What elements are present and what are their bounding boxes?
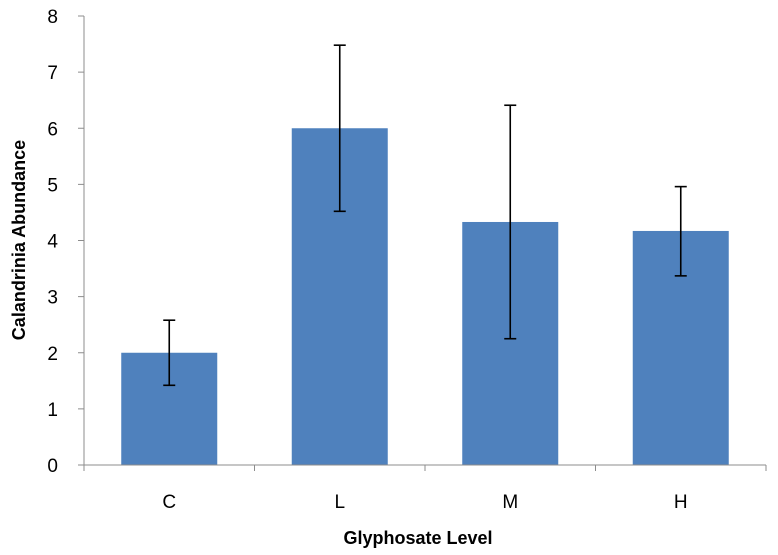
error-bar-M <box>504 104 517 340</box>
y-tick-label-3: 3 <box>47 288 58 309</box>
y-tick-label-6: 6 <box>47 119 58 140</box>
error-bar-L <box>333 44 346 213</box>
x-tick-label-H: H <box>674 492 688 513</box>
bars-group <box>121 128 729 465</box>
error-bar-H <box>674 185 687 277</box>
x-tick-label-C: C <box>162 492 176 513</box>
y-tick-label-2: 2 <box>47 344 58 365</box>
x-axis-title: Glyphosate Level <box>343 528 492 548</box>
error-bar-C <box>163 319 176 387</box>
error-bars-group <box>163 44 687 387</box>
y-tick-label-8: 8 <box>47 7 58 28</box>
x-tick-label-L: L <box>334 492 345 513</box>
y-tick-label-0: 0 <box>47 456 58 477</box>
y-tick-labels: 0 1 2 3 4 5 6 7 8 <box>47 7 58 477</box>
y-tick-label-5: 5 <box>47 175 58 196</box>
x-tick-label-M: M <box>502 492 518 513</box>
y-axis-title: Calandrinia Abundance <box>9 140 29 340</box>
axes-group <box>78 15 767 471</box>
y-tick-label-1: 1 <box>47 400 58 421</box>
y-tick-label-4: 4 <box>47 232 58 253</box>
y-tick-label-7: 7 <box>47 63 58 84</box>
